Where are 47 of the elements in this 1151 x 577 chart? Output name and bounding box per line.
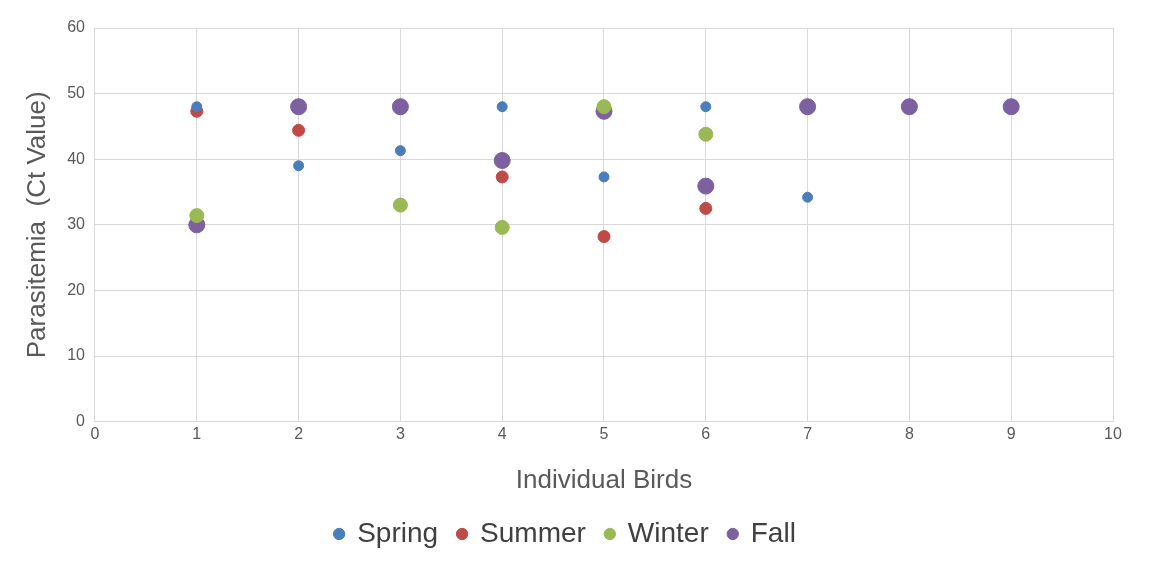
point <box>293 160 305 172</box>
x-tick-label: 7 <box>803 424 813 442</box>
legend-label: Summer <box>480 516 586 548</box>
point <box>495 170 509 184</box>
point <box>189 208 205 224</box>
x-tick-label: 8 <box>904 424 914 442</box>
point <box>900 98 918 116</box>
point <box>494 219 510 235</box>
x-tick-label: 1 <box>192 424 202 442</box>
y-tick-label: 20 <box>67 280 86 298</box>
point <box>596 99 612 115</box>
point <box>191 101 203 113</box>
y-tick-label: 10 <box>67 346 86 364</box>
x-tick-label: 2 <box>294 424 304 442</box>
y-tick-label: 40 <box>67 149 86 167</box>
point <box>292 123 306 137</box>
point <box>698 126 714 142</box>
x-tick-label: 5 <box>599 424 609 442</box>
point <box>1002 98 1020 116</box>
y-tick-label: 60 <box>67 18 86 36</box>
point <box>802 191 814 203</box>
x-tick-label: 0 <box>90 424 100 442</box>
y-tick-label: 0 <box>76 412 86 430</box>
x-tick-label: 9 <box>1006 424 1016 442</box>
point <box>290 98 308 116</box>
point <box>493 152 511 170</box>
x-axis-title: Individual Birds <box>515 463 693 494</box>
legend-label: Winter <box>627 516 709 548</box>
point <box>597 230 611 244</box>
point <box>799 98 817 116</box>
point <box>598 171 610 183</box>
point <box>496 101 508 113</box>
point <box>700 101 712 113</box>
y-axis-title: Parasitemia (Ct Value) <box>20 91 51 359</box>
x-tick-label: 4 <box>497 424 507 442</box>
x-tick-label: 3 <box>395 424 405 442</box>
x-tick-label: 6 <box>701 424 711 442</box>
legend-label: Spring <box>357 516 439 548</box>
point <box>394 145 406 157</box>
x-tick-label: 10 <box>1104 424 1122 442</box>
legend-label: Fall <box>750 516 796 548</box>
point <box>391 98 409 116</box>
point <box>392 197 408 213</box>
point <box>697 177 715 195</box>
y-tick-label: 50 <box>67 84 86 102</box>
y-tick-label: 30 <box>67 215 86 233</box>
point <box>699 201 713 215</box>
